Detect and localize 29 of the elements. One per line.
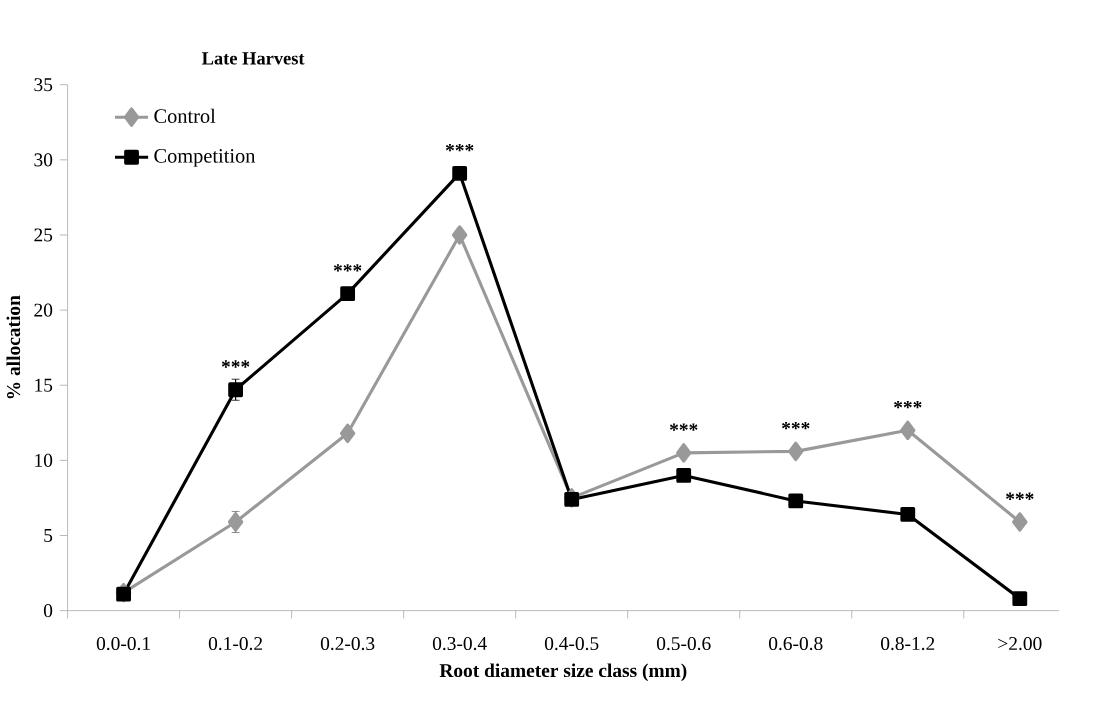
legend-label: Competition — [154, 149, 256, 167]
annotation: *** — [445, 144, 474, 152]
legend-label: Control — [154, 108, 216, 124]
y-tick-label: 10 — [35, 453, 53, 467]
y-tick-label: 20 — [34, 303, 53, 317]
y-tick-label: 15 — [35, 378, 53, 392]
y-tick-label: 25 — [34, 228, 53, 242]
x-tick-label: 0.8-1.2 — [881, 637, 935, 651]
y-tick-label: 5 — [44, 529, 53, 542]
x-tick-label: 0.0-0.1 — [96, 637, 150, 651]
y-tick-label: 30 — [34, 153, 53, 167]
x-tick-label: 0.2-0.3 — [320, 637, 375, 651]
annotation: *** — [1006, 492, 1034, 500]
x-tick-label: >2.00 — [998, 637, 1042, 651]
x-tick-label: 0.3-0.4 — [432, 637, 487, 651]
annotation: *** — [221, 360, 250, 368]
x-tick-label: 0.5-0.6 — [656, 637, 711, 651]
chart-title: Late Harvest — [201, 52, 305, 65]
y-tick-label: 35 — [34, 78, 53, 92]
annotation: *** — [333, 264, 362, 272]
x-tick-label: 0.4-0.5 — [544, 637, 599, 651]
x-tick-label: 0.6-0.8 — [768, 637, 823, 651]
annotation: *** — [669, 423, 698, 431]
annotation: *** — [894, 400, 922, 409]
x-axis-title: Root diameter size class (mm) — [439, 663, 687, 682]
y-axis-title: % allocation — [6, 295, 21, 399]
x-tick-label: 0.1-0.2 — [208, 637, 263, 651]
annotation: *** — [781, 422, 810, 430]
y-tick-label: 0 — [43, 604, 53, 618]
